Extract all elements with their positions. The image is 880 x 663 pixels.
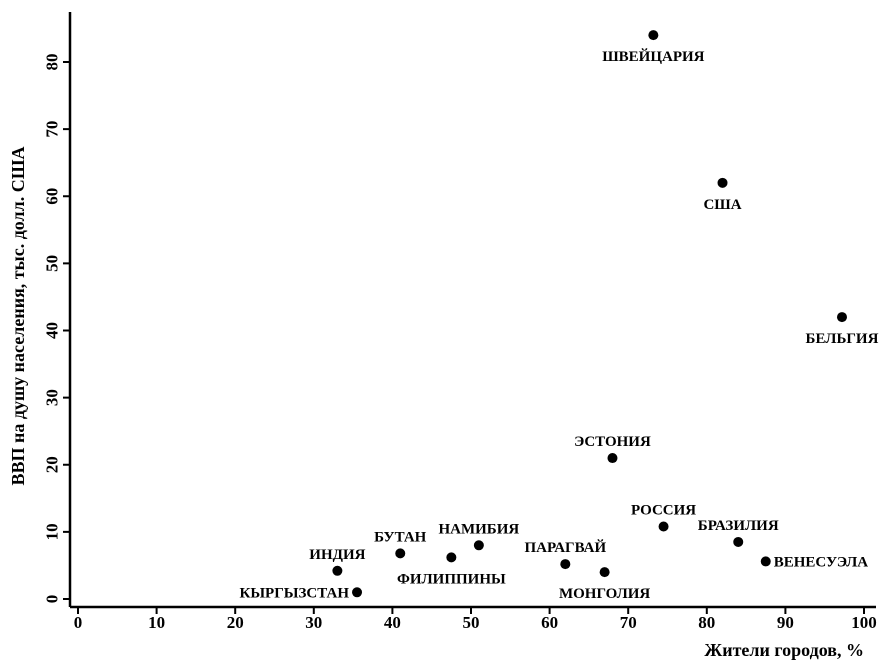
point-label: БУТАН (374, 529, 426, 545)
data-point (599, 567, 610, 578)
point-label: ФИЛИППИНЫ (397, 571, 506, 587)
point-label: НАМИБИЯ (438, 521, 519, 537)
y-tick-label: 10 (43, 523, 62, 540)
point-label: США (703, 197, 741, 213)
point-label: ЭСТОНИЯ (574, 434, 651, 450)
x-tick-label: 100 (851, 613, 877, 632)
x-tick-label: 50 (463, 613, 480, 632)
y-tick-label: 60 (43, 188, 62, 205)
y-axis-label: ВВП на душу населения, тыс. долл. США (8, 146, 28, 485)
point-label: ИНДИЯ (309, 547, 365, 563)
data-point (717, 177, 728, 188)
x-tick-label: 30 (305, 613, 322, 632)
data-point (658, 521, 669, 532)
x-tick-label: 10 (148, 613, 165, 632)
data-point (836, 312, 847, 323)
data-point (332, 565, 343, 576)
point-group: ШВЕЙЦАРИЯ США БЕЛЬГИЯ ЭСТОНИЯ РОССИЯБРАЗИЛИЯ… (239, 30, 879, 602)
point-label: МОНГОЛИЯ (559, 586, 650, 602)
x-tick-label: 80 (698, 613, 715, 632)
data-point (446, 552, 457, 563)
data-point (560, 559, 571, 570)
data-point (733, 536, 744, 547)
axes (68, 12, 876, 609)
y-tick-label: 30 (43, 389, 62, 406)
data-point (760, 556, 771, 567)
x-tick-label: 0 (74, 613, 83, 632)
point-label: ПАРАГВАЙ (524, 539, 606, 556)
point-label: БЕЛЬГИЯ (806, 331, 879, 347)
y-tick-label: 50 (43, 255, 62, 272)
y-tick-label: 80 (43, 54, 62, 71)
x-tick-label: 70 (620, 613, 637, 632)
data-point (352, 587, 363, 598)
data-point (473, 540, 484, 551)
x-tick-label: 20 (227, 613, 244, 632)
x-tick-label: 60 (541, 613, 558, 632)
x-tick-label: 90 (777, 613, 794, 632)
y-tick-label: 0 (43, 595, 62, 604)
tick-group: 0 10 20 30 40 50 60 70 80 90 100 0 10 20 30 40 50 60 70 80 (43, 54, 877, 633)
point-label: РОССИЯ (631, 503, 696, 519)
point-label: БРАЗИЛИЯ (698, 518, 779, 534)
point-label: КЫРГЫЗСТАН (239, 585, 349, 601)
data-point (648, 30, 659, 41)
y-tick-label: 20 (43, 456, 62, 473)
point-label: ВЕНЕСУЭЛА (774, 554, 869, 570)
y-tick-label: 70 (43, 121, 62, 138)
x-axis-label: Жители городов, % (704, 640, 864, 660)
y-tick-label: 40 (43, 322, 62, 339)
data-point (607, 453, 618, 464)
data-point (395, 548, 406, 559)
point-label: ШВЕЙЦАРИЯ (602, 48, 704, 65)
x-tick-label: 40 (384, 613, 401, 632)
